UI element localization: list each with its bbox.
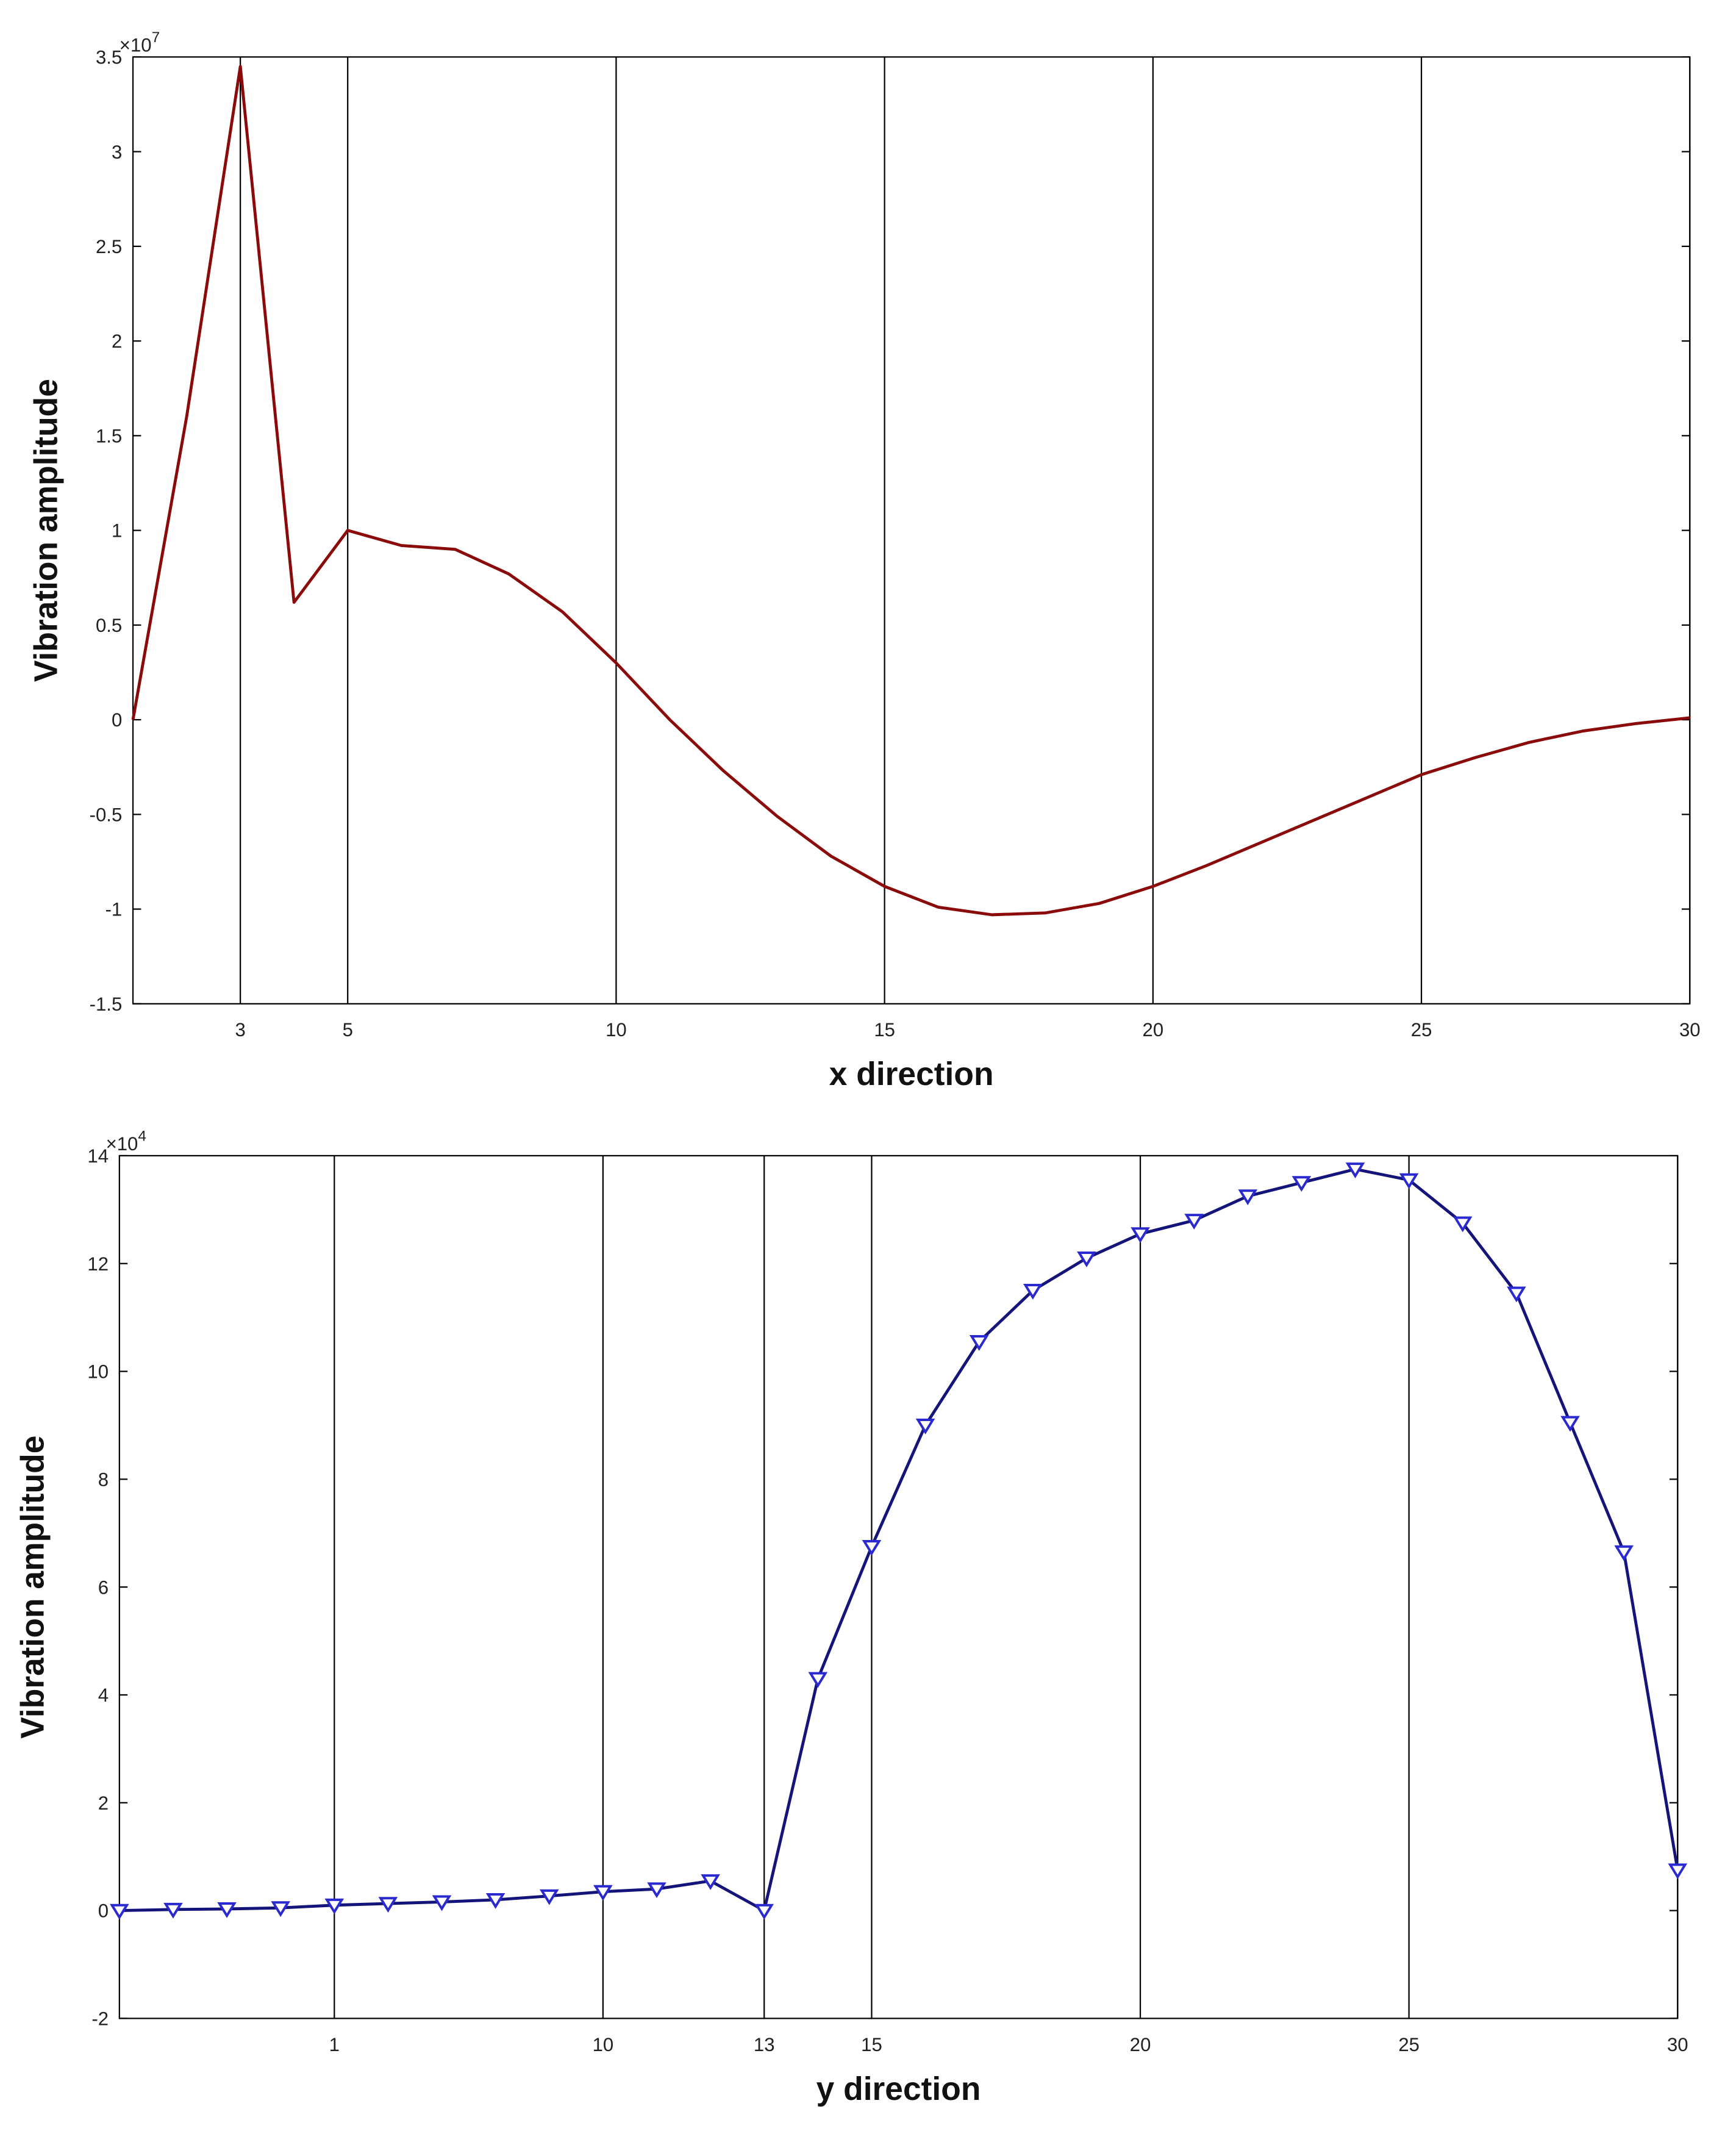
marker xyxy=(539,1889,559,1905)
y-tick-label: -1 xyxy=(105,899,123,920)
marker xyxy=(1452,1216,1473,1233)
y-scale-exponent: 4 xyxy=(138,1128,146,1144)
y-tick-label: 2 xyxy=(98,1793,109,1814)
plot-area xyxy=(118,1155,1679,2019)
x-tick-label: 1 xyxy=(329,2034,340,2055)
x-tick-label: 15 xyxy=(874,1019,895,1040)
y-scale-base: ×10 xyxy=(106,1133,138,1155)
x-tick-label: 13 xyxy=(754,2034,775,2055)
marker xyxy=(485,1893,505,1909)
marker xyxy=(754,1904,774,1920)
marker xyxy=(217,1902,237,1918)
y-tick-label: 0 xyxy=(112,709,122,731)
x-tick-label: 25 xyxy=(1398,2034,1420,2055)
x-tick-label: 20 xyxy=(1143,1019,1164,1040)
y-tick-label: 6 xyxy=(98,1577,109,1598)
y-scale-label: ×104 xyxy=(106,1128,146,1155)
y-tick-label: 4 xyxy=(98,1685,109,1706)
data-line xyxy=(119,1167,1679,1913)
x-axis-label: x direction xyxy=(829,1056,994,1092)
x-tick-label: 15 xyxy=(861,2034,882,2055)
marker xyxy=(110,1904,129,1920)
marker xyxy=(808,1672,828,1688)
y-axis-label: Vibration amplitude xyxy=(15,1436,51,1739)
x-tick-label: 5 xyxy=(343,1019,353,1040)
x-tick-label: 10 xyxy=(605,1019,627,1040)
y-tick-label: -0.5 xyxy=(90,804,123,825)
y-tick-label: 2 xyxy=(112,331,122,352)
y-tick-label: -2 xyxy=(91,2008,109,2030)
y-tick-label: -1.5 xyxy=(90,994,123,1015)
y-axis-label: Vibration amplitude xyxy=(29,379,65,682)
y-scale-base: ×10 xyxy=(120,35,152,56)
y-tick-label: 0.5 xyxy=(96,615,122,636)
y-tick-label: 0 xyxy=(98,1900,109,1922)
marker xyxy=(1184,1214,1204,1230)
plot-area xyxy=(132,56,1691,1005)
y-scale-exponent: 7 xyxy=(152,29,160,46)
y-tick-label: 14 xyxy=(87,1145,109,1167)
marker xyxy=(593,1885,613,1901)
x-tick-label: 25 xyxy=(1411,1019,1432,1040)
marker xyxy=(1668,1863,1688,1880)
x-axis-label: y direction xyxy=(816,2071,981,2107)
x-tick-label: 20 xyxy=(1130,2034,1151,2055)
y-tick-label: 1 xyxy=(112,520,122,542)
marker xyxy=(1077,1251,1096,1267)
marker xyxy=(915,1419,935,1434)
x-tick-label: 10 xyxy=(593,2034,614,2055)
y-tick-label: 12 xyxy=(87,1253,109,1275)
marker xyxy=(647,1882,666,1899)
marker xyxy=(432,1895,452,1911)
y-scale-label: ×107 xyxy=(120,29,160,56)
data-line xyxy=(131,65,1690,917)
marker xyxy=(1399,1173,1419,1189)
marker xyxy=(378,1897,398,1913)
x-tick-label: 3 xyxy=(235,1019,245,1040)
y-tick-label: 3 xyxy=(112,141,122,163)
y-tick-label: 10 xyxy=(87,1361,109,1383)
marker xyxy=(1345,1162,1365,1178)
y-tick-label: 1.5 xyxy=(96,425,122,446)
marker xyxy=(1507,1286,1526,1303)
y-tick-label: 2.5 xyxy=(96,236,122,257)
marker xyxy=(969,1335,989,1351)
marker xyxy=(862,1539,882,1556)
marker xyxy=(1131,1227,1150,1244)
y-tick-label: 8 xyxy=(98,1469,109,1490)
marker xyxy=(1560,1416,1580,1432)
marker xyxy=(701,1874,720,1890)
x-tick-label: 30 xyxy=(1667,2034,1688,2055)
y-tick-label: 3.5 xyxy=(96,47,122,68)
marker xyxy=(1238,1189,1258,1206)
marker xyxy=(324,1898,345,1914)
marker xyxy=(1023,1284,1043,1300)
x-tick-label: 30 xyxy=(1679,1019,1701,1040)
marker xyxy=(271,1901,290,1918)
marker xyxy=(163,1902,183,1919)
marker xyxy=(1291,1176,1312,1192)
marker xyxy=(1614,1545,1634,1561)
